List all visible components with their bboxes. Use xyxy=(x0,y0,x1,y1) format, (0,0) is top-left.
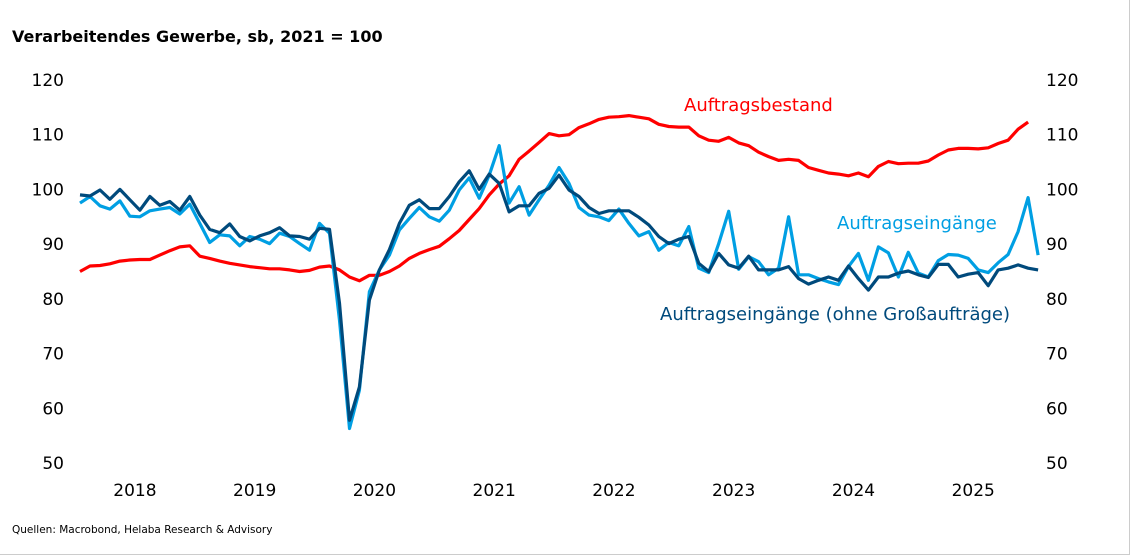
y-tick-right: 60 xyxy=(1046,399,1068,419)
x-tick-label: 2022 xyxy=(592,481,635,501)
x-tick-label: 2021 xyxy=(473,481,516,501)
x-tick-label: 2024 xyxy=(832,481,875,501)
series-line-0 xyxy=(79,113,1030,283)
y-tick-left: 70 xyxy=(42,345,64,365)
y-tick-right: 90 xyxy=(1046,235,1068,255)
y-tick-left: 50 xyxy=(42,454,64,474)
y-tick-left: 110 xyxy=(32,126,64,146)
y-tick-left: 100 xyxy=(32,180,64,200)
source-note: Quellen: Macrobond, Helaba Research & Ad… xyxy=(12,524,273,536)
y-tick-right: 80 xyxy=(1046,290,1068,310)
y-tick-right: 50 xyxy=(1046,454,1068,474)
series-line-1 xyxy=(79,144,1040,431)
series-label-1: Auftragseingänge xyxy=(837,213,997,234)
y-tick-right: 110 xyxy=(1046,126,1078,146)
x-tick-label: 2025 xyxy=(952,481,995,501)
chart-title: Verarbeitendes Gewerbe, sb, 2021 = 100 xyxy=(12,27,383,46)
x-tick-label: 2019 xyxy=(233,481,276,501)
y-tick-left: 90 xyxy=(42,235,64,255)
series-line-2 xyxy=(79,169,1039,422)
y-tick-left: 60 xyxy=(42,399,64,419)
y-tick-right: 70 xyxy=(1046,345,1068,365)
y-tick-left: 120 xyxy=(32,71,64,91)
x-tick-label: 2023 xyxy=(712,481,755,501)
y-tick-left: 80 xyxy=(42,290,64,310)
series-label-2: Auftragseingänge (ohne Großaufträge) xyxy=(660,304,1010,325)
series-label-0: Auftragsbestand xyxy=(684,95,833,116)
y-tick-right: 120 xyxy=(1046,71,1078,91)
x-tick-label: 2018 xyxy=(113,481,156,501)
x-tick-label: 2020 xyxy=(353,481,396,501)
y-tick-right: 100 xyxy=(1046,180,1078,200)
